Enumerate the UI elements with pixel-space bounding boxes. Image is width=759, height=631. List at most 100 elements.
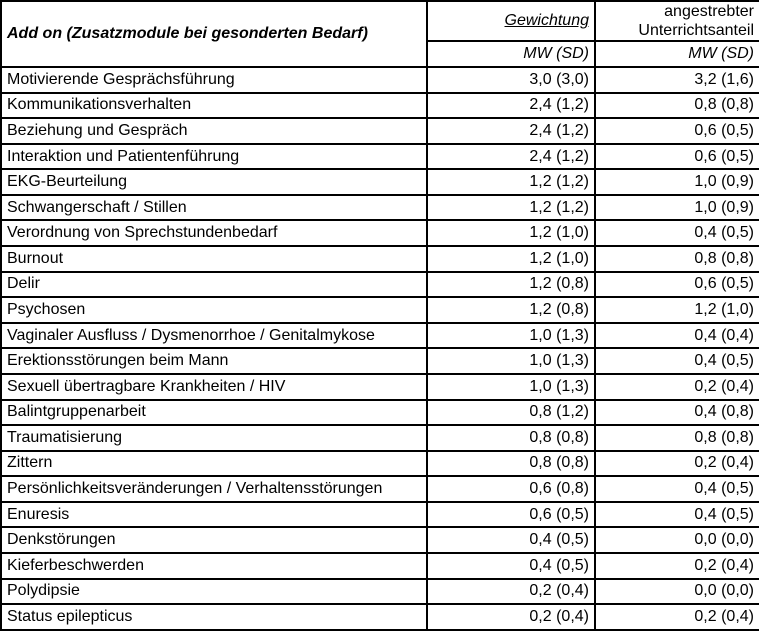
- unterrichtsanteil-value-cell: 1,0 (0,9): [594, 193, 759, 222]
- module-label-cell: Burnout: [0, 245, 428, 273]
- gewichtung-value-cell: 0,6 (0,5): [426, 500, 596, 529]
- gewichtung-value-cell: 0,4 (0,5): [426, 526, 596, 554]
- table-row: Psychosen 1,2 (0,8) 1,2 (1,0): [0, 296, 759, 324]
- unterrichtsanteil-value-cell: 0,8 (0,8): [594, 91, 759, 120]
- gewichtung-value-cell: 0,6 (0,8): [426, 475, 596, 503]
- table-row: Status epilepticus 0,2 (0,4) 0,2 (0,4): [0, 603, 759, 631]
- table-row: Balintgruppenarbeit 0,8 (1,2) 0,4 (0,8): [0, 398, 759, 427]
- unterrichtsanteil-value-cell: 0,2 (0,4): [594, 552, 759, 580]
- gewichtung-value-cell: 1,2 (0,8): [426, 296, 596, 324]
- unterrichtsanteil-value-cell: 0,4 (0,5): [594, 475, 759, 503]
- unterrichtsanteil-value-cell: 0,0 (0,0): [594, 577, 759, 606]
- unterrichtsanteil-header-label: angestrebter Unterrichtsanteil: [638, 3, 754, 39]
- table-row: Denkstörungen 0,4 (0,5) 0,0 (0,0): [0, 526, 759, 554]
- gewichtung-value-cell: 0,8 (0,8): [426, 449, 596, 478]
- module-label-cell: Enuresis: [0, 500, 428, 529]
- unterrichtsanteil-value-cell: 0,4 (0,5): [594, 500, 759, 529]
- table-row: EKG-Beurteilung 1,2 (1,2) 1,0 (0,9): [0, 168, 759, 196]
- unterrichtsanteil-value-cell: 1,0 (0,9): [594, 168, 759, 196]
- table-row: Schwangerschaft / Stillen 1,2 (1,2) 1,0 (0…: [0, 193, 759, 222]
- table-row: Polydipsie 0,2 (0,4) 0,0 (0,0): [0, 577, 759, 606]
- table-row: Verordnung von Sprechstundenbedarf 1,2 (1…: [0, 219, 759, 248]
- gewichtung-value-cell: 0,4 (0,5): [426, 552, 596, 580]
- unterrichtsanteil-value-cell: 0,6 (0,5): [594, 270, 759, 299]
- module-label-cell: Status epilepticus: [0, 603, 428, 631]
- unterrichtsanteil-value-cell: 0,6 (0,5): [594, 142, 759, 171]
- unterrichtsanteil-value-cell: 0,8 (0,8): [594, 424, 759, 452]
- table-title-cell: Add on (Zusatzmodule bei gesonderten Bed…: [0, 0, 428, 68]
- table-row: Motivierende Gesprächsführung 3,0 (3,0) 3,…: [0, 66, 759, 94]
- module-label-cell: Delir: [0, 270, 428, 299]
- module-label-cell: Schwangerschaft / Stillen: [0, 193, 428, 222]
- gewichtung-value-cell: 1,0 (1,3): [426, 347, 596, 375]
- unterrichtsanteil-value-cell: 0,6 (0,5): [594, 117, 759, 145]
- module-label-cell: Balintgruppenarbeit: [0, 398, 428, 427]
- unterrichtsanteil-value-cell: 0,2 (0,4): [594, 449, 759, 478]
- module-label-cell: Polydipsie: [0, 577, 428, 606]
- gewichtung-value-cell: 1,2 (1,0): [426, 245, 596, 273]
- table-row: Kieferbeschwerden 0,4 (0,5) 0,2 (0,4): [0, 552, 759, 580]
- gewichtung-value-cell: 1,0 (1,3): [426, 321, 596, 350]
- table-row: Erektionsstörungen beim Mann 1,0 (1,3) 0,4…: [0, 347, 759, 375]
- unterrichtsanteil-value-cell: 0,4 (0,4): [594, 321, 759, 350]
- unterrichtsanteil-value-cell: 0,4 (0,5): [594, 347, 759, 375]
- table-row: Beziehung und Gespräch 2,4 (1,2) 0,6 (0,5): [0, 117, 759, 145]
- module-label-cell: EKG-Beurteilung: [0, 168, 428, 196]
- gewichtung-value-cell: 1,2 (1,2): [426, 168, 596, 196]
- table-row: Delir 1,2 (0,8) 0,6 (0,5): [0, 270, 759, 299]
- header-subheader-row: MW (SD) MW (SD): [1, 40, 759, 68]
- module-label-cell: Kieferbeschwerden: [0, 552, 428, 580]
- unterrichtsanteil-header-cell: angestrebter Unterrichtsanteil: [594, 0, 759, 42]
- module-label-cell: Vaginaler Ausfluss / Dysmenorrhoe / Geni…: [0, 321, 428, 350]
- gewichtung-subheader: MW (SD): [426, 40, 596, 68]
- table-row: Persönlichkeitsveränderungen / Verhalten…: [0, 475, 759, 503]
- module-label-cell: Erektionsstörungen beim Mann: [0, 347, 428, 375]
- unterrichtsanteil-value-cell: 0,8 (0,8): [594, 245, 759, 273]
- module-label-cell: Persönlichkeitsveränderungen / Verhalten…: [0, 475, 428, 503]
- module-label-cell: Interaktion und Patientenführung: [0, 142, 428, 171]
- unterrichtsanteil-value-cell: 0,0 (0,0): [594, 526, 759, 554]
- module-label-cell: Beziehung und Gespräch: [0, 117, 428, 145]
- table-row: Kommunikationsverhalten 2,4 (1,2) 0,8 (0,8…: [0, 91, 759, 120]
- unterrichtsanteil-value-cell: 0,4 (0,5): [594, 219, 759, 248]
- unterrichtsanteil-subheader: MW (SD): [594, 40, 759, 68]
- gewichtung-value-cell: 1,0 (1,3): [426, 372, 596, 401]
- gewichtung-value-cell: 3,0 (3,0): [426, 66, 596, 94]
- table-row: Zittern 0,8 (0,8) 0,2 (0,4): [0, 449, 759, 478]
- gewichtung-value-cell: 1,2 (0,8): [426, 270, 596, 299]
- module-label-cell: Sexuell übertragbare Krankheiten / HIV: [0, 372, 428, 401]
- unterrichtsanteil-value-cell: 3,2 (1,6): [594, 66, 759, 94]
- module-label-cell: Kommunikationsverhalten: [0, 91, 428, 120]
- gewichtung-value-cell: 0,2 (0,4): [426, 603, 596, 631]
- gewichtung-value-cell: 2,4 (1,2): [426, 142, 596, 171]
- module-label-cell: Motivierende Gesprächsführung: [0, 66, 428, 94]
- module-label-cell: Psychosen: [0, 296, 428, 324]
- table-title: Add on (Zusatzmodule bei gesonderten Bed…: [7, 25, 368, 42]
- gewichtung-value-cell: 2,4 (1,2): [426, 91, 596, 120]
- table-row: Traumatisierung 0,8 (0,8) 0,8 (0,8): [0, 424, 759, 452]
- module-label-cell: Traumatisierung: [0, 424, 428, 452]
- table-row: Burnout 1,2 (1,0) 0,8 (0,8): [0, 245, 759, 273]
- gewichtung-value-cell: 0,8 (0,8): [426, 424, 596, 452]
- module-label-cell: Verordnung von Sprechstundenbedarf: [0, 219, 428, 248]
- gewichtung-value-cell: 1,2 (1,2): [426, 193, 596, 222]
- unterrichtsanteil-value-cell: 1,2 (1,0): [594, 296, 759, 324]
- gewichtung-value-cell: 0,2 (0,4): [426, 577, 596, 606]
- gewichtung-value-cell: 0,8 (1,2): [426, 398, 596, 427]
- unterrichtsanteil-value-cell: 0,4 (0,8): [594, 398, 759, 427]
- gewichtung-header-cell: Gewichtung: [426, 0, 596, 42]
- table-header: Add on (Zusatzmodule bei gesonderten Bed…: [0, 0, 759, 68]
- table-row: Sexuell übertragbare Krankheiten / HIV 1,…: [0, 372, 759, 401]
- gewichtung-value-cell: 1,2 (1,0): [426, 219, 596, 248]
- table-row: Vaginaler Ausfluss / Dysmenorrhoe / Geni…: [0, 321, 759, 350]
- unterrichtsanteil-value-cell: 0,2 (0,4): [594, 603, 759, 631]
- gewichtung-value-cell: 2,4 (1,2): [426, 117, 596, 145]
- table-body: Motivierende Gesprächsführung 3,0 (3,0) 3,…: [0, 66, 759, 631]
- table-row: Enuresis 0,6 (0,5) 0,4 (0,5): [0, 500, 759, 529]
- unterrichtsanteil-value-cell: 0,2 (0,4): [594, 372, 759, 401]
- header-group-row: Add on (Zusatzmodule bei gesonderten Bed…: [0, 0, 759, 68]
- module-label-cell: Denkstörungen: [0, 526, 428, 554]
- table-row: Interaktion und Patientenführung 2,4 (1,2…: [0, 142, 759, 171]
